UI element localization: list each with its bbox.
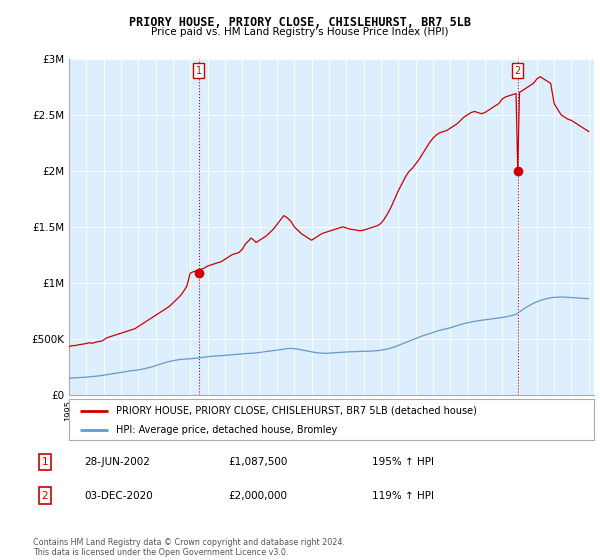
Text: 1: 1 (196, 66, 202, 76)
Text: 2: 2 (515, 66, 521, 76)
Text: HPI: Average price, detached house, Bromley: HPI: Average price, detached house, Brom… (116, 424, 337, 435)
Text: £1,087,500: £1,087,500 (228, 457, 287, 467)
Text: Contains HM Land Registry data © Crown copyright and database right 2024.
This d: Contains HM Land Registry data © Crown c… (33, 538, 345, 557)
Text: Price paid vs. HM Land Registry's House Price Index (HPI): Price paid vs. HM Land Registry's House … (151, 27, 449, 37)
Text: £2,000,000: £2,000,000 (228, 491, 287, 501)
Text: 28-JUN-2002: 28-JUN-2002 (84, 457, 150, 467)
Text: 1: 1 (41, 457, 49, 467)
Text: PRIORY HOUSE, PRIORY CLOSE, CHISLEHURST, BR7 5LB: PRIORY HOUSE, PRIORY CLOSE, CHISLEHURST,… (129, 16, 471, 29)
Text: PRIORY HOUSE, PRIORY CLOSE, CHISLEHURST, BR7 5LB (detached house): PRIORY HOUSE, PRIORY CLOSE, CHISLEHURST,… (116, 405, 477, 416)
Text: 03-DEC-2020: 03-DEC-2020 (84, 491, 153, 501)
Text: 2: 2 (41, 491, 49, 501)
Text: 119% ↑ HPI: 119% ↑ HPI (372, 491, 434, 501)
Text: 195% ↑ HPI: 195% ↑ HPI (372, 457, 434, 467)
